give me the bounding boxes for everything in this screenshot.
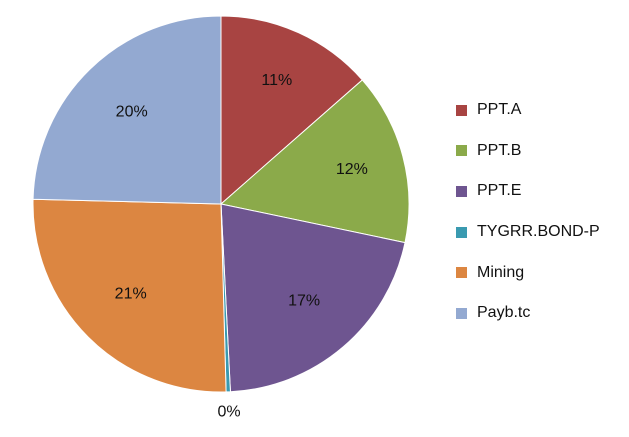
data-label-mining: 21% xyxy=(115,286,147,303)
pie-slice-ppt-a xyxy=(220,15,363,206)
legend: PPT.A PPT.B PPT.E TYGRR.BOND-P Mining Payb.tc xyxy=(456,90,600,334)
legend-label: PPT.E xyxy=(477,182,522,200)
legend-label: TYGRR.BOND-P xyxy=(477,223,600,241)
data-label-payb-tc: 20% xyxy=(116,104,148,121)
legend-item: TYGRR.BOND-P xyxy=(456,212,600,253)
legend-swatch xyxy=(456,226,467,238)
legend-item: PPT.B xyxy=(456,131,600,172)
data-label-tygrr-bond-p: 0% xyxy=(218,404,241,421)
data-label-ppt-a: 11% xyxy=(261,72,292,89)
legend-swatch xyxy=(456,267,467,279)
pie-slice-payb-tc xyxy=(32,15,222,205)
legend-item: PPT.A xyxy=(456,90,600,131)
legend-label: Payb.tc xyxy=(477,304,531,322)
legend-item: PPT.E xyxy=(456,171,600,212)
legend-label: Mining xyxy=(477,263,525,281)
pie-slice-ppt-b xyxy=(219,79,410,244)
pie-slice-ppt-e xyxy=(220,203,406,393)
legend-swatch xyxy=(456,185,467,197)
legend-swatch xyxy=(456,307,467,319)
legend-swatch xyxy=(456,104,467,116)
legend-label: PPT.A xyxy=(477,101,522,119)
legend-label: PPT.B xyxy=(477,141,522,159)
legend-item: Mining xyxy=(456,252,600,293)
legend-swatch xyxy=(456,145,467,157)
data-label-ppt-e: 17% xyxy=(288,292,320,309)
legend-item: Payb.tc xyxy=(456,293,600,334)
pie-slice-mining xyxy=(32,198,227,393)
data-label-ppt-b: 12% xyxy=(336,161,368,178)
